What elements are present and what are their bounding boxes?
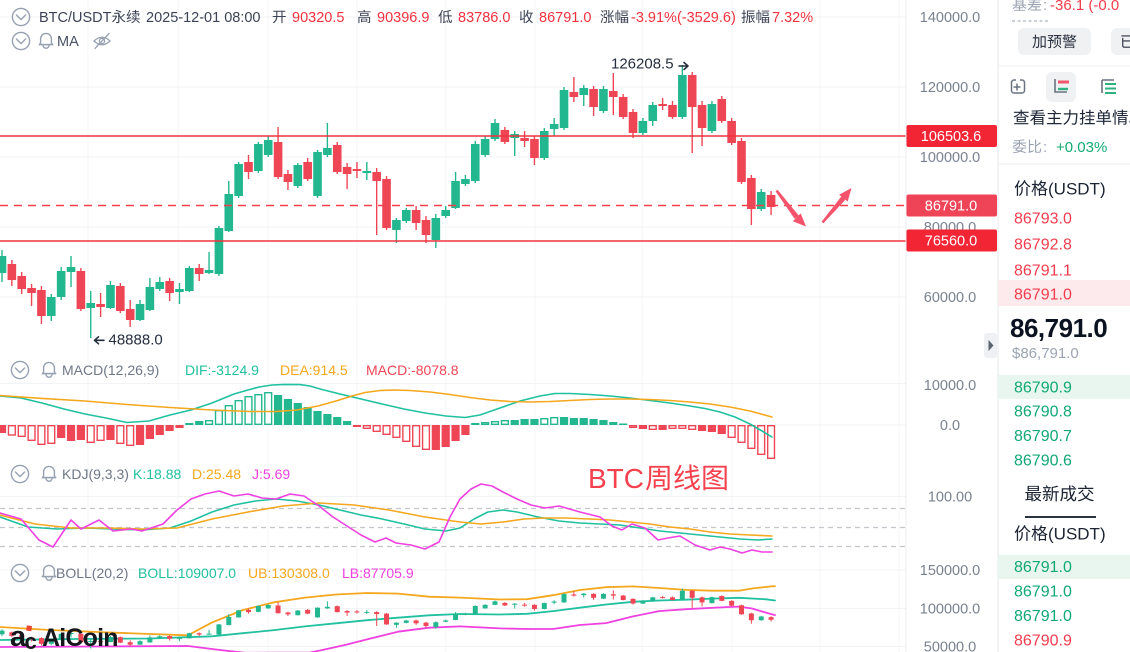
svg-text:86791.0: 86791.0 — [1014, 608, 1072, 625]
svg-text:DIF:-3124.9: DIF:-3124.9 — [185, 362, 259, 378]
svg-text:90320.5: 90320.5 — [292, 10, 344, 26]
svg-text::: : — [1043, 0, 1047, 14]
svg-text:86790.7: 86790.7 — [1014, 428, 1072, 445]
svg-text:83786.0: 83786.0 — [458, 10, 510, 26]
svg-text:86791.0: 86791.0 — [1014, 287, 1072, 304]
svg-text:86791.1: 86791.1 — [1014, 263, 1072, 280]
svg-text:D:25.48: D:25.48 — [192, 466, 241, 482]
svg-text:MA: MA — [57, 34, 79, 50]
svg-text:BTC: BTC — [588, 463, 644, 494]
svg-text:BTC/USDT: BTC/USDT — [39, 10, 112, 26]
svg-text:7.32%: 7.32% — [772, 10, 813, 26]
svg-text:MACD:-8078.8: MACD:-8078.8 — [366, 362, 459, 378]
svg-text:UB:130308.0: UB:130308.0 — [248, 565, 330, 581]
svg-text:MACD(12,26,9): MACD(12,26,9) — [62, 362, 159, 378]
svg-text:100000.0: 100000.0 — [920, 602, 980, 618]
svg-text:140000.0: 140000.0 — [920, 10, 980, 26]
svg-text:10000.0: 10000.0 — [924, 378, 976, 394]
svg-text:50000.0: 50000.0 — [924, 640, 976, 652]
svg-text:J:5.69: J:5.69 — [252, 466, 290, 482]
svg-text::: : — [1043, 139, 1047, 156]
svg-text:76560.0: 76560.0 — [925, 234, 977, 250]
svg-text:(USDT): (USDT) — [1048, 180, 1106, 199]
svg-text:126208.5: 126208.5 — [611, 56, 674, 73]
svg-text:BOLL(20,2): BOLL(20,2) — [56, 565, 128, 581]
svg-text:86790.9: 86790.9 — [1014, 380, 1072, 397]
svg-text:60000.0: 60000.0 — [924, 290, 976, 306]
svg-text:0.0: 0.0 — [940, 418, 960, 434]
svg-text:90396.9: 90396.9 — [377, 10, 429, 26]
svg-text:100000.0: 100000.0 — [920, 150, 980, 166]
svg-text:+0.03%: +0.03% — [1056, 139, 1107, 156]
svg-text:86793.0: 86793.0 — [1014, 211, 1072, 228]
svg-text:86792.8: 86792.8 — [1014, 237, 1072, 254]
svg-text:2025-12-01 08:00: 2025-12-01 08:00 — [146, 10, 261, 26]
svg-text:86791.0: 86791.0 — [1014, 584, 1072, 601]
svg-text:a: a — [10, 621, 27, 652]
svg-text:48888.0: 48888.0 — [109, 332, 163, 349]
svg-text:-36.1 (-0.0: -36.1 (-0.0 — [1050, 0, 1119, 14]
svg-text:(USDT): (USDT) — [1048, 525, 1106, 544]
svg-text:c: c — [25, 629, 37, 652]
svg-text:K:18.88: K:18.88 — [133, 466, 181, 482]
svg-text:86790.8: 86790.8 — [1014, 404, 1072, 421]
svg-text:86,791.0: 86,791.0 — [1010, 313, 1107, 343]
svg-text:86791.0: 86791.0 — [1014, 559, 1072, 576]
svg-text:BOLL:109007.0: BOLL:109007.0 — [138, 565, 236, 581]
svg-text:106503.6: 106503.6 — [921, 129, 981, 145]
svg-text:DEA:914.5: DEA:914.5 — [280, 362, 348, 378]
svg-text:AiCoin: AiCoin — [42, 624, 118, 652]
svg-text:$86,791.0: $86,791.0 — [1012, 345, 1079, 362]
svg-text:86791.0: 86791.0 — [925, 199, 977, 215]
svg-text:-3.91%(-3529.6): -3.91%(-3529.6) — [631, 10, 736, 26]
svg-text:150000.0: 150000.0 — [920, 563, 980, 579]
svg-text:LB:87705.9: LB:87705.9 — [342, 565, 414, 581]
svg-text:86790.6: 86790.6 — [1014, 453, 1072, 470]
svg-text:KDJ(9,3,3): KDJ(9,3,3) — [62, 466, 129, 482]
svg-text:120000.0: 120000.0 — [920, 80, 980, 96]
svg-text:86790.9: 86790.9 — [1014, 633, 1072, 650]
svg-text:100.00: 100.00 — [928, 490, 972, 506]
svg-text:86791.0: 86791.0 — [539, 10, 591, 26]
